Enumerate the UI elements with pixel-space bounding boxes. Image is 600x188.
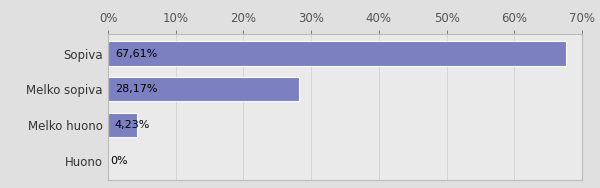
Text: 4,23%: 4,23% <box>115 120 150 130</box>
Bar <box>108 113 137 137</box>
Bar <box>108 77 299 102</box>
Bar <box>108 41 566 66</box>
Text: 28,17%: 28,17% <box>115 84 157 94</box>
Text: 67,61%: 67,61% <box>115 49 157 58</box>
Text: 0%: 0% <box>111 156 128 166</box>
